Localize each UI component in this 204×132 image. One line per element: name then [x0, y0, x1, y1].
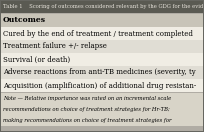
Text: Cured by the end of treatment / treatment completed: Cured by the end of treatment / treatmen… — [3, 29, 193, 37]
Bar — [0, 103, 204, 104]
Bar — [0, 14, 204, 27]
Text: making recommendations on choice of treatment strategies for: making recommendations on choice of trea… — [3, 118, 172, 123]
Bar — [0, 0, 204, 1]
Text: Survival (or death): Survival (or death) — [3, 55, 70, 63]
Bar — [0, 91, 204, 92]
Text: Adverse reactions from anti-TB medicines (severity, ty: Adverse reactions from anti-TB medicines… — [3, 69, 196, 77]
Bar — [0, 131, 204, 132]
Bar — [0, 39, 204, 40]
Bar — [0, 104, 204, 115]
Text: Outcomes: Outcomes — [3, 16, 46, 25]
Text: Acquisition (amplification) of additional drug resistan-: Acquisition (amplification) of additiona… — [3, 81, 196, 89]
Bar — [0, 66, 204, 79]
Bar — [0, 0, 204, 13]
Bar — [0, 115, 204, 126]
Text: Treatment failure +/- relapse: Treatment failure +/- relapse — [3, 43, 107, 51]
Bar — [203, 0, 204, 132]
Bar — [0, 0, 1, 132]
Bar — [0, 53, 204, 66]
Bar — [0, 65, 204, 66]
Bar — [0, 114, 204, 115]
Text: Table 1    Scoring of outcomes considered relevant by the GDG for the evidence r: Table 1 Scoring of outcomes considered r… — [3, 4, 204, 9]
Bar — [0, 40, 204, 53]
Bar — [0, 27, 204, 40]
Bar — [0, 79, 204, 92]
Text: recommendations on choice of treatment strategies for Hr-TB;: recommendations on choice of treatment s… — [3, 107, 170, 112]
Bar — [0, 93, 204, 104]
Text: Note — Relative importance was rated on an incremental scale: Note — Relative importance was rated on … — [3, 96, 171, 101]
